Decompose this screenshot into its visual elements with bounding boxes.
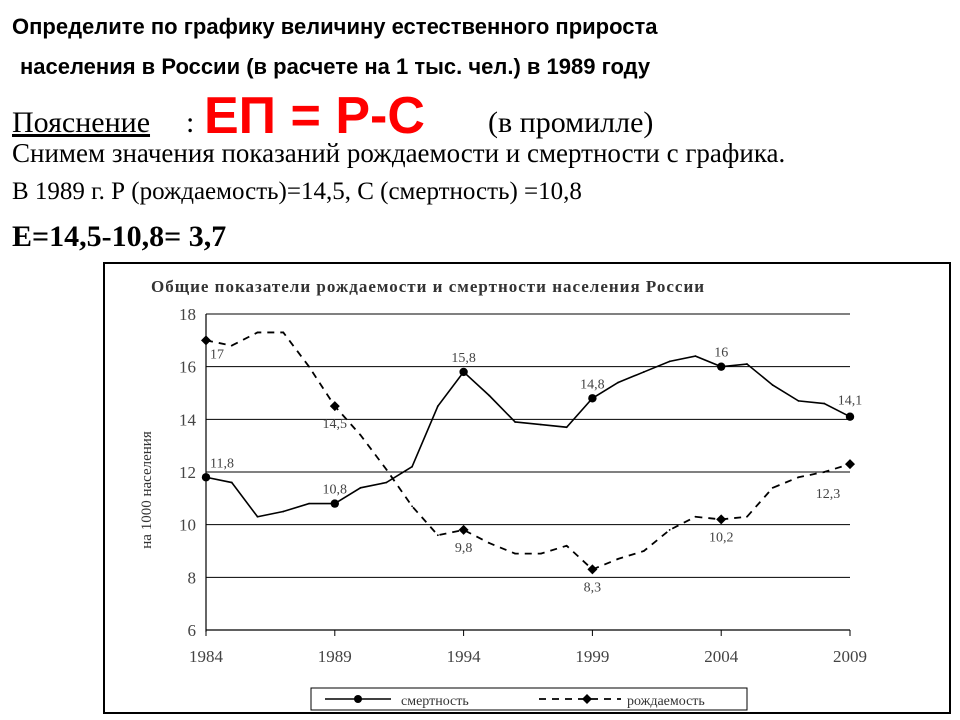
data-label-17: 17 (210, 347, 224, 362)
y-tick-label: 14 (179, 410, 197, 429)
data-point-2000 (617, 558, 620, 560)
x-tick-label: 1999 (575, 647, 609, 666)
data-point-1984 (201, 473, 211, 482)
data-point-1985 (230, 344, 233, 347)
legend-label-solid: смертность (401, 694, 469, 709)
y-tick-label: 6 (188, 621, 197, 640)
data-label-15-8: 15,8 (451, 351, 476, 366)
formula-unit: (в промилле) (488, 106, 654, 139)
data-point-2006 (771, 486, 774, 489)
data-point-1993 (436, 534, 439, 537)
data-point-2009 (845, 459, 855, 470)
data-point-1989 (330, 499, 339, 508)
data-point-2007 (797, 400, 800, 402)
data-point-1987 (282, 331, 285, 334)
data-point-2003 (694, 515, 697, 518)
data-point-1993 (436, 405, 439, 408)
y-tick-label: 18 (179, 305, 196, 324)
data-point-2007 (797, 476, 800, 479)
data-label-9-8: 9,8 (455, 541, 473, 556)
data-point-2005 (746, 363, 748, 365)
data-label-14-5: 14,5 (323, 417, 348, 432)
data-point-2008 (823, 402, 826, 405)
question-line-1: Определите по графику величину естествен… (12, 14, 658, 39)
explanation-colon: : (186, 106, 195, 139)
question-line-2: населения в России (в расчете на 1 тыс. … (20, 54, 651, 79)
explanation-result: Е=14,5-10,8= 3,7 (12, 220, 227, 253)
data-point-1992 (411, 465, 413, 468)
data-label-10-2: 10,2 (709, 530, 734, 545)
formula: ЕП = Р-С (204, 87, 425, 145)
data-point-1991 (385, 468, 388, 471)
data-point-1986 (256, 515, 259, 518)
data-point-1994 (458, 524, 469, 535)
data-point-1995 (488, 542, 491, 544)
explanation-row: Пояснение : ЕП = Р-С (в промилле) (12, 84, 952, 154)
data-point-1992 (411, 505, 413, 508)
explanation-step: Снимем значения показаний рождаемости и … (12, 138, 786, 168)
data-point-2008 (823, 471, 826, 473)
data-point-1998 (565, 426, 568, 429)
x-tick-label: 1989 (318, 647, 352, 666)
data-label-12-3: 12,3 (816, 487, 841, 502)
birth-death-chart: Общие показатели рождаемости и смертност… (139, 277, 867, 711)
data-label-16: 16 (714, 346, 728, 361)
data-point-1996 (514, 552, 517, 555)
data-point-1987 (282, 510, 285, 513)
data-point-1999 (588, 394, 597, 403)
data-point-2009 (845, 412, 855, 421)
x-tick-label: 1994 (447, 647, 482, 666)
series-line-solid (205, 355, 851, 518)
legend: смертность рождаемость (310, 687, 748, 711)
data-point-2005 (746, 515, 748, 518)
data-point-1989 (329, 401, 340, 412)
data-point-1997 (539, 552, 542, 555)
data-point-2003 (694, 355, 697, 358)
data-point-2006 (771, 384, 774, 386)
data-point-1995 (488, 394, 491, 397)
data-point-1990 (359, 486, 362, 489)
y-tick-label: 16 (179, 358, 196, 377)
x-tick-label: 1984 (189, 647, 224, 666)
data-label-10-8: 10,8 (323, 483, 348, 498)
chart-title: Общие показатели рождаемости и смертност… (151, 277, 705, 296)
y-tick-label: 8 (188, 568, 197, 587)
legend-marker-circle (354, 695, 362, 703)
data-point-1990 (359, 434, 362, 437)
data-point-1986 (256, 331, 259, 334)
data-point-1996 (514, 421, 517, 423)
chart-frame: Общие показатели рождаемости и смертност… (103, 262, 951, 714)
data-point-2004 (716, 514, 727, 525)
y-tick-label: 12 (179, 463, 196, 482)
data-point-2002 (668, 360, 671, 363)
data-point-2001 (643, 371, 645, 373)
data-point-1985 (230, 481, 233, 484)
x-tick-label: 2004 (704, 647, 739, 666)
explanation-values: В 1989 г. Р (рождаемость)=14,5, С (смерт… (12, 178, 582, 205)
legend-box (310, 687, 748, 711)
data-point-1984 (201, 335, 211, 346)
data-point-1988 (308, 365, 310, 368)
data-point-1988 (308, 502, 310, 505)
data-point-2000 (617, 381, 620, 384)
data-label-11-8: 11,8 (210, 456, 234, 471)
data-label-14-1: 14,1 (838, 394, 863, 409)
data-label-14-8: 14,8 (580, 377, 605, 392)
x-tick-label: 2009 (833, 647, 867, 666)
y-axis-label: на 1000 населения (139, 431, 155, 549)
legend-label-dashed: рождаемость (627, 694, 705, 709)
explanation-label: Пояснение (12, 106, 151, 139)
data-point-1998 (565, 544, 568, 547)
data-point-2002 (668, 529, 671, 531)
data-point-2001 (643, 550, 645, 552)
data-label-8-3: 8,3 (584, 580, 602, 595)
series-line-dashed (205, 331, 851, 571)
data-point-2004 (717, 362, 726, 371)
data-point-1999 (587, 564, 598, 575)
data-point-1997 (539, 423, 542, 426)
legend-marker-diamond (582, 694, 592, 704)
data-point-1991 (385, 481, 388, 484)
data-point-1994 (459, 367, 468, 377)
y-tick-label: 10 (179, 516, 196, 535)
